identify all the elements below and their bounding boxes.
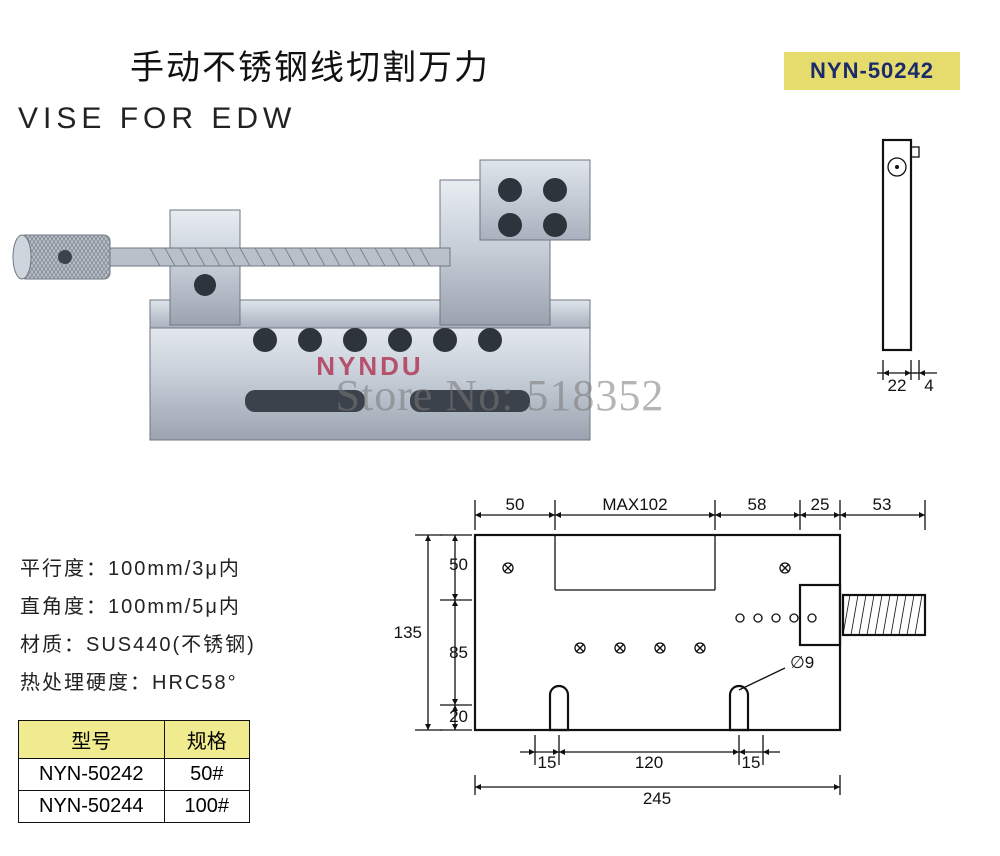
svg-text:∅9: ∅9 <box>790 653 814 672</box>
table-header: 规格 <box>164 721 250 759</box>
svg-text:20: 20 <box>449 707 468 726</box>
svg-text:25: 25 <box>811 495 830 514</box>
side-drawing: 22 4 <box>865 135 945 395</box>
svg-text:22: 22 <box>888 376 907 395</box>
top-drawing: 50 MAX102 58 25 53 ∅9 <box>380 490 970 830</box>
spec-row: 材质：SUS440(不锈钢) <box>20 626 256 664</box>
product-illustration: NYNDU <box>10 140 650 480</box>
brand-text: NYNDU <box>316 351 423 381</box>
table-header-row: 型号 规格 <box>19 721 250 759</box>
table-header: 型号 <box>19 721 165 759</box>
svg-text:245: 245 <box>643 789 671 808</box>
spec-list: 平行度：100mm/3μ内 直角度：100mm/5μ内 材质：SUS440(不锈… <box>20 550 256 702</box>
svg-text:85: 85 <box>449 643 468 662</box>
svg-text:120: 120 <box>635 753 663 772</box>
spec-row: 平行度：100mm/3μ内 <box>20 550 256 588</box>
title-english: VISE FOR EDW <box>18 102 296 136</box>
svg-text:15: 15 <box>742 753 761 772</box>
svg-text:50: 50 <box>506 495 525 514</box>
svg-text:135: 135 <box>394 623 422 642</box>
svg-text:15: 15 <box>538 753 557 772</box>
title-chinese: 手动不锈钢线切割万力 <box>130 40 490 89</box>
svg-text:4: 4 <box>924 376 933 395</box>
table-row: NYN-50244100# <box>19 791 250 823</box>
model-table: 型号 规格 NYN-5024250# NYN-50244100# <box>18 720 250 823</box>
model-badge: NYN-50242 <box>784 52 960 90</box>
svg-text:53: 53 <box>873 495 892 514</box>
svg-text:MAX102: MAX102 <box>602 495 667 514</box>
svg-text:50: 50 <box>449 555 468 574</box>
spec-row: 直角度：100mm/5μ内 <box>20 588 256 626</box>
spec-row: 热处理硬度：HRC58° <box>20 664 256 702</box>
table-row: NYN-5024250# <box>19 759 250 791</box>
svg-text:58: 58 <box>748 495 767 514</box>
